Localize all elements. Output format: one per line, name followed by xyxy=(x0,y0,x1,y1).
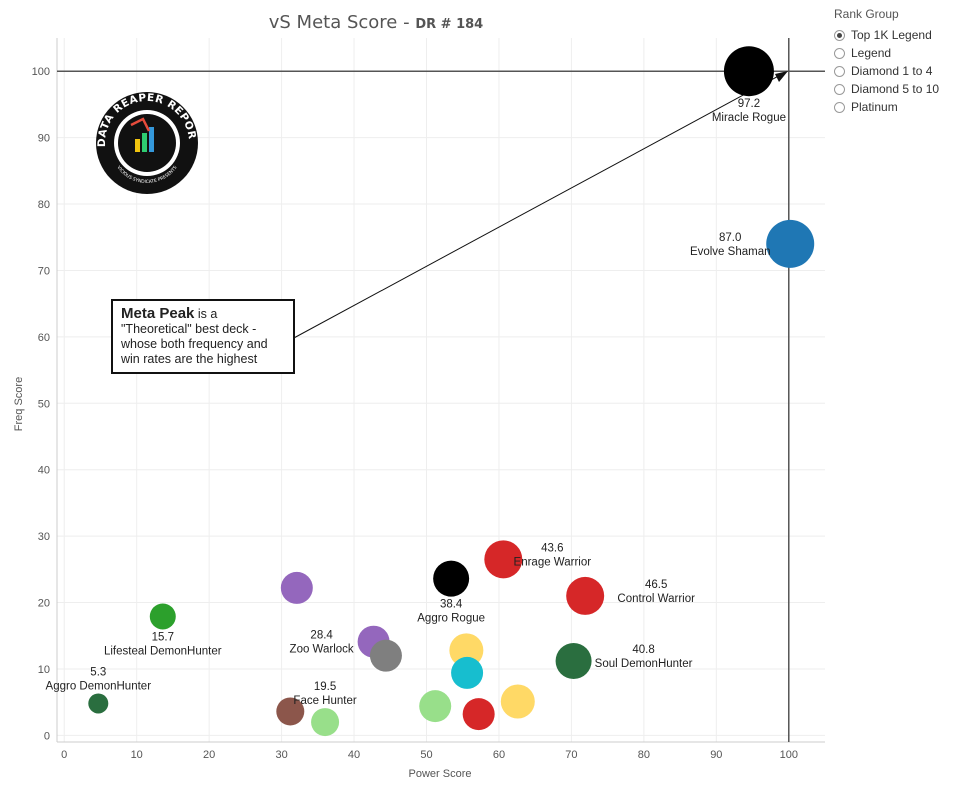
reference-lines xyxy=(57,38,825,742)
data-label-score: 46.5 xyxy=(645,579,667,591)
data-point xyxy=(88,693,109,714)
x-tick-label: 10 xyxy=(131,749,143,761)
grid-lines xyxy=(57,38,825,742)
x-axis-title: Power Score xyxy=(409,768,472,780)
x-tick-label: 20 xyxy=(203,749,215,761)
data-label-name: Lifesteal DemonHunter xyxy=(104,645,222,657)
data-labels: 97.2 Miracle Rogue 87.0 Evolve Shaman 43.6 En… xyxy=(46,98,786,707)
radio-button-icon[interactable] xyxy=(834,29,845,41)
y-tick-label: 10 xyxy=(38,664,50,676)
data-label-name: Enrage Warrior xyxy=(514,556,592,568)
data-label-score: 87.0 xyxy=(719,232,741,244)
x-tick-label: 70 xyxy=(565,749,577,761)
y-tick-label: 70 xyxy=(38,265,50,277)
x-tick-label: 90 xyxy=(710,749,722,761)
y-tick-label: 90 xyxy=(38,133,50,145)
data-label-name: Soul DemonHunter xyxy=(595,658,693,670)
data-label-name: Zoo Warlock xyxy=(290,644,354,656)
data-reaper-logo: DATA REAPER REPORT VICIOUS SYNDICATE PRE… xyxy=(87,82,203,195)
x-tick-label: 50 xyxy=(420,749,432,761)
data-point xyxy=(500,684,535,719)
y-tick-label: 100 xyxy=(32,66,50,78)
data-label-name: Control Warrior xyxy=(617,593,695,605)
data-label-name: Miracle Rogue xyxy=(712,112,786,124)
data-label-score: 43.6 xyxy=(541,542,563,554)
annotation-arrow-line xyxy=(291,72,785,340)
radio-button-icon[interactable] xyxy=(834,83,845,95)
x-tick-label: 30 xyxy=(275,749,287,761)
x-tick-label: 80 xyxy=(638,749,650,761)
legend-option-platinum[interactable]: Platinum xyxy=(834,98,939,116)
data-point xyxy=(451,656,484,689)
rank-group-legend: Rank Group Top 1K Legend Legend Diamond … xyxy=(834,7,939,116)
data-label-name: Aggro DemonHunter xyxy=(46,680,152,692)
y-axis-title: Freq Score xyxy=(13,377,25,431)
y-tick-label: 60 xyxy=(38,332,50,344)
data-point xyxy=(484,540,523,579)
data-label-name: Face Hunter xyxy=(293,695,356,707)
data-point xyxy=(449,633,484,668)
data-point xyxy=(555,642,592,679)
data-point xyxy=(149,603,176,630)
data-label-score: 40.8 xyxy=(632,644,654,656)
data-label-score: 5.3 xyxy=(90,666,106,678)
meta-peak-annotation: Meta Peak is a "Theoretical" best deck -… xyxy=(111,299,295,374)
data-point xyxy=(433,560,470,597)
radio-button-icon[interactable] xyxy=(834,47,845,59)
y-tick-label: 30 xyxy=(38,531,50,543)
data-label-score: 38.4 xyxy=(440,599,463,611)
data-label-score: 28.4 xyxy=(310,630,333,642)
chart-title: vS Meta Score - DR # 184 xyxy=(269,12,483,33)
legend-option-diamond-1-to-4[interactable]: Diamond 1 to 4 xyxy=(834,62,939,80)
x-tick-label: 100 xyxy=(780,749,798,761)
y-tick-label: 0 xyxy=(44,730,50,742)
data-point xyxy=(566,576,605,615)
data-point xyxy=(311,708,340,737)
x-tick-label: 0 xyxy=(61,749,67,761)
y-tick-label: 20 xyxy=(38,598,50,610)
annotation-text: is a "Theoretical" best deck - whose bot… xyxy=(121,307,268,366)
data-point xyxy=(766,219,815,268)
data-label-name: Evolve Shaman xyxy=(690,246,771,258)
legend-option-top-1k-legend[interactable]: Top 1K Legend xyxy=(834,26,939,44)
x-tick-label: 40 xyxy=(348,749,360,761)
legend-option-legend[interactable]: Legend xyxy=(834,44,939,62)
annotation-bold: Meta Peak xyxy=(121,305,195,322)
x-tick-label: 60 xyxy=(493,749,505,761)
legend-option-diamond-5-to-10[interactable]: Diamond 5 to 10 xyxy=(834,80,939,98)
radio-button-icon[interactable] xyxy=(834,65,845,77)
annotation-arrow-head xyxy=(775,71,788,82)
data-label-score: 97.2 xyxy=(738,98,760,110)
data-point xyxy=(723,46,774,97)
data-point xyxy=(462,698,495,731)
y-tick-label: 80 xyxy=(38,199,50,211)
data-points xyxy=(88,46,815,737)
data-label-score: 15.7 xyxy=(152,631,174,643)
axes: 0 10 20 30 40 50 60 70 80 90 100010203040506070809… xyxy=(32,38,825,761)
data-point xyxy=(369,639,402,672)
data-label-score: 19.5 xyxy=(314,681,336,693)
data-point xyxy=(280,571,313,604)
y-tick-label: 40 xyxy=(38,465,50,477)
legend-title: Rank Group xyxy=(834,7,899,21)
radio-button-icon[interactable] xyxy=(834,101,845,113)
data-label-name: Aggro Rogue xyxy=(417,613,485,625)
data-point xyxy=(276,697,305,726)
y-tick-label: 50 xyxy=(38,398,50,410)
data-point xyxy=(419,690,452,723)
